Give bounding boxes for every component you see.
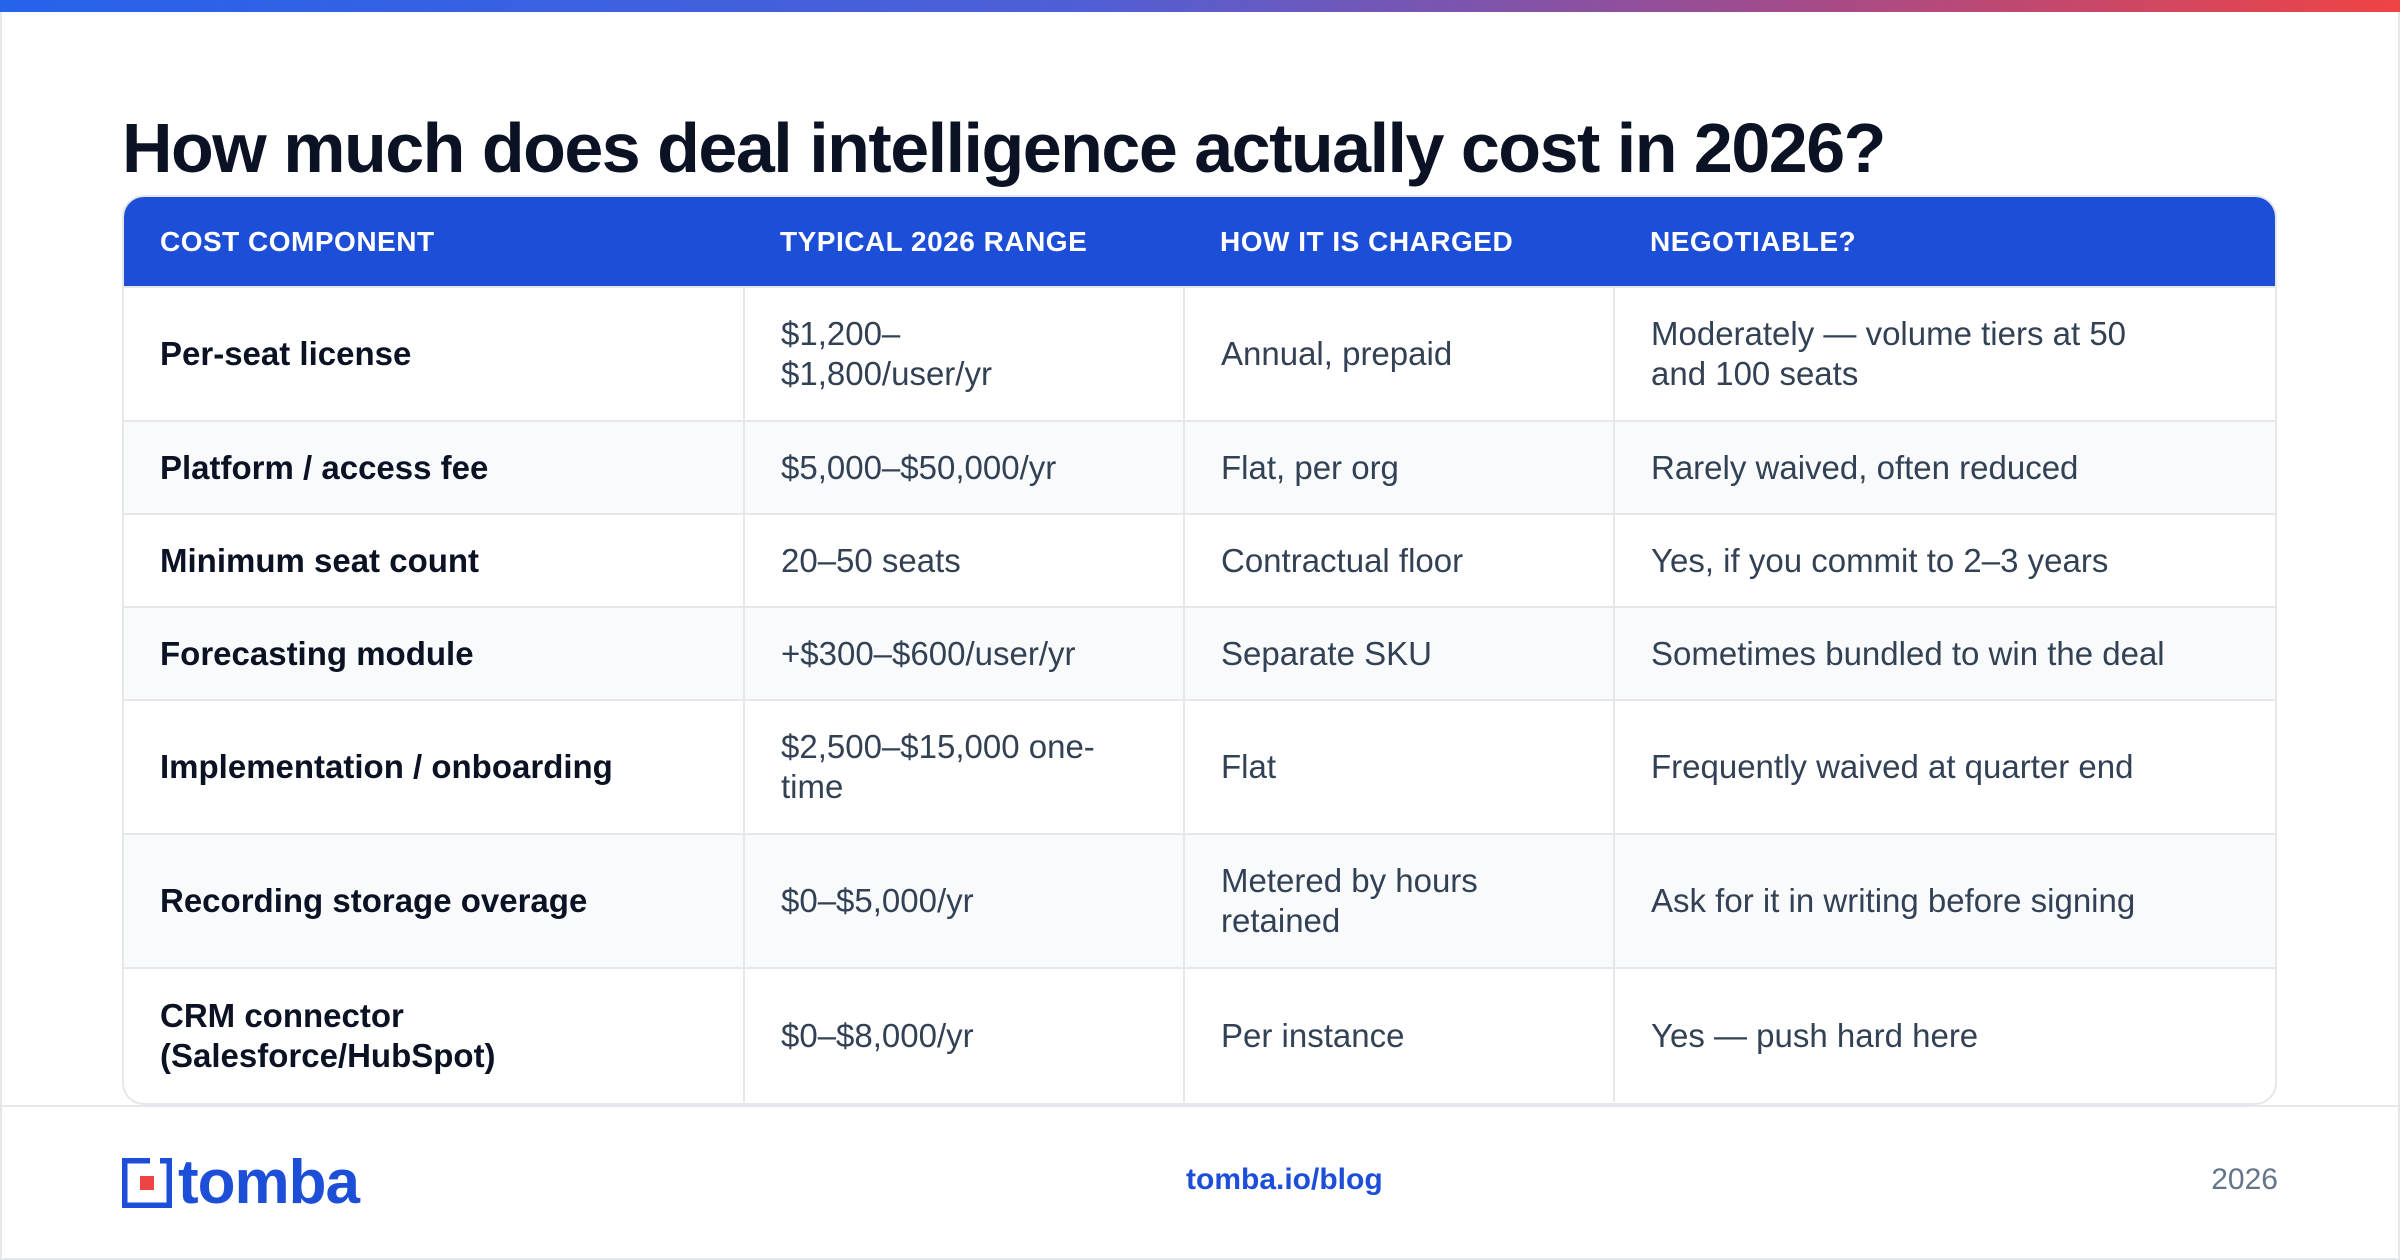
header-negotiable: NEGOTIABLE? [1650, 225, 1857, 257]
cell-negotiable: Rarely waived, often reduced [1613, 420, 2275, 514]
footer-divider [0, 1105, 2400, 1107]
cell-range: +$300–$600/user/yr [743, 606, 1184, 700]
header-typical-range: TYPICAL 2026 RANGE [780, 225, 1088, 257]
cell-charged: Contractual floor [1183, 513, 1614, 607]
table-row: CRM connector (Salesforce/HubSpot) $0–$8… [124, 967, 2275, 1102]
cell-charged: Metered by hours retained [1183, 833, 1614, 968]
tomba-logo[interactable]: tomba [122, 1148, 360, 1217]
cell-component: Implementation / onboarding [124, 699, 744, 834]
cell-negotiable: Frequently waived at quarter end [1613, 699, 2275, 834]
cell-range: $5,000–$50,000/yr [743, 420, 1184, 514]
cell-charged: Separate SKU [1183, 606, 1614, 700]
cell-component: Per-seat license [124, 286, 744, 421]
cost-table: COST COMPONENT TYPICAL 2026 RANGE HOW IT… [122, 195, 2277, 1105]
cell-charged: Per instance [1183, 967, 1614, 1102]
cell-component: Minimum seat count [124, 513, 744, 607]
table-row: Platform / access fee $5,000–$50,000/yr … [124, 420, 2275, 514]
header-cost-component: COST COMPONENT [160, 225, 435, 257]
cell-range: $0–$8,000/yr [743, 967, 1184, 1102]
blog-link[interactable]: tomba.io/blog [1186, 1163, 1383, 1196]
cell-charged: Annual, prepaid [1183, 286, 1614, 421]
cell-range: 20–50 seats [743, 513, 1184, 607]
cell-negotiable: Moderately — volume tiers at 50 and 100 … [1613, 286, 2275, 421]
cell-component: Forecasting module [124, 606, 744, 700]
gradient-top-bar [0, 0, 2400, 12]
cell-negotiable: Ask for it in writing before signing [1613, 833, 2275, 968]
table-row: Minimum seat count 20–50 seats Contractu… [124, 513, 2275, 607]
page-title: How much does deal intelligence actually… [122, 109, 1886, 187]
cell-component: CRM connector (Salesforce/HubSpot) [124, 967, 744, 1102]
cell-component: Platform / access fee [124, 420, 744, 514]
cell-negotiable: Yes, if you commit to 2–3 years [1613, 513, 2275, 607]
cell-range: $1,200–$1,800/user/yr [743, 286, 1184, 421]
table-row: Implementation / onboarding $2,500–$15,0… [124, 699, 2275, 834]
cell-component: Recording storage overage [124, 833, 744, 968]
table-row: Per-seat license $1,200–$1,800/user/yr A… [124, 286, 2275, 421]
cell-charged: Flat, per org [1183, 420, 1614, 514]
table-row: Recording storage overage $0–$5,000/yr M… [124, 833, 2275, 968]
cell-charged: Flat [1183, 699, 1614, 834]
table-row: Forecasting module +$300–$600/user/yr Se… [124, 606, 2275, 700]
header-how-charged: HOW IT IS CHARGED [1220, 225, 1514, 257]
footer-year: 2026 [2211, 1163, 2278, 1196]
cell-range: $2,500–$15,000 one-time [743, 699, 1184, 834]
cell-negotiable: Sometimes bundled to win the deal [1613, 606, 2275, 700]
logo-wordmark: tomba [178, 1148, 360, 1217]
tomba-logo-icon [122, 1158, 172, 1208]
cell-negotiable: Yes — push hard here [1613, 967, 2275, 1102]
table-header-row: COST COMPONENT TYPICAL 2026 RANGE HOW IT… [124, 197, 2275, 287]
cell-range: $0–$5,000/yr [743, 833, 1184, 968]
